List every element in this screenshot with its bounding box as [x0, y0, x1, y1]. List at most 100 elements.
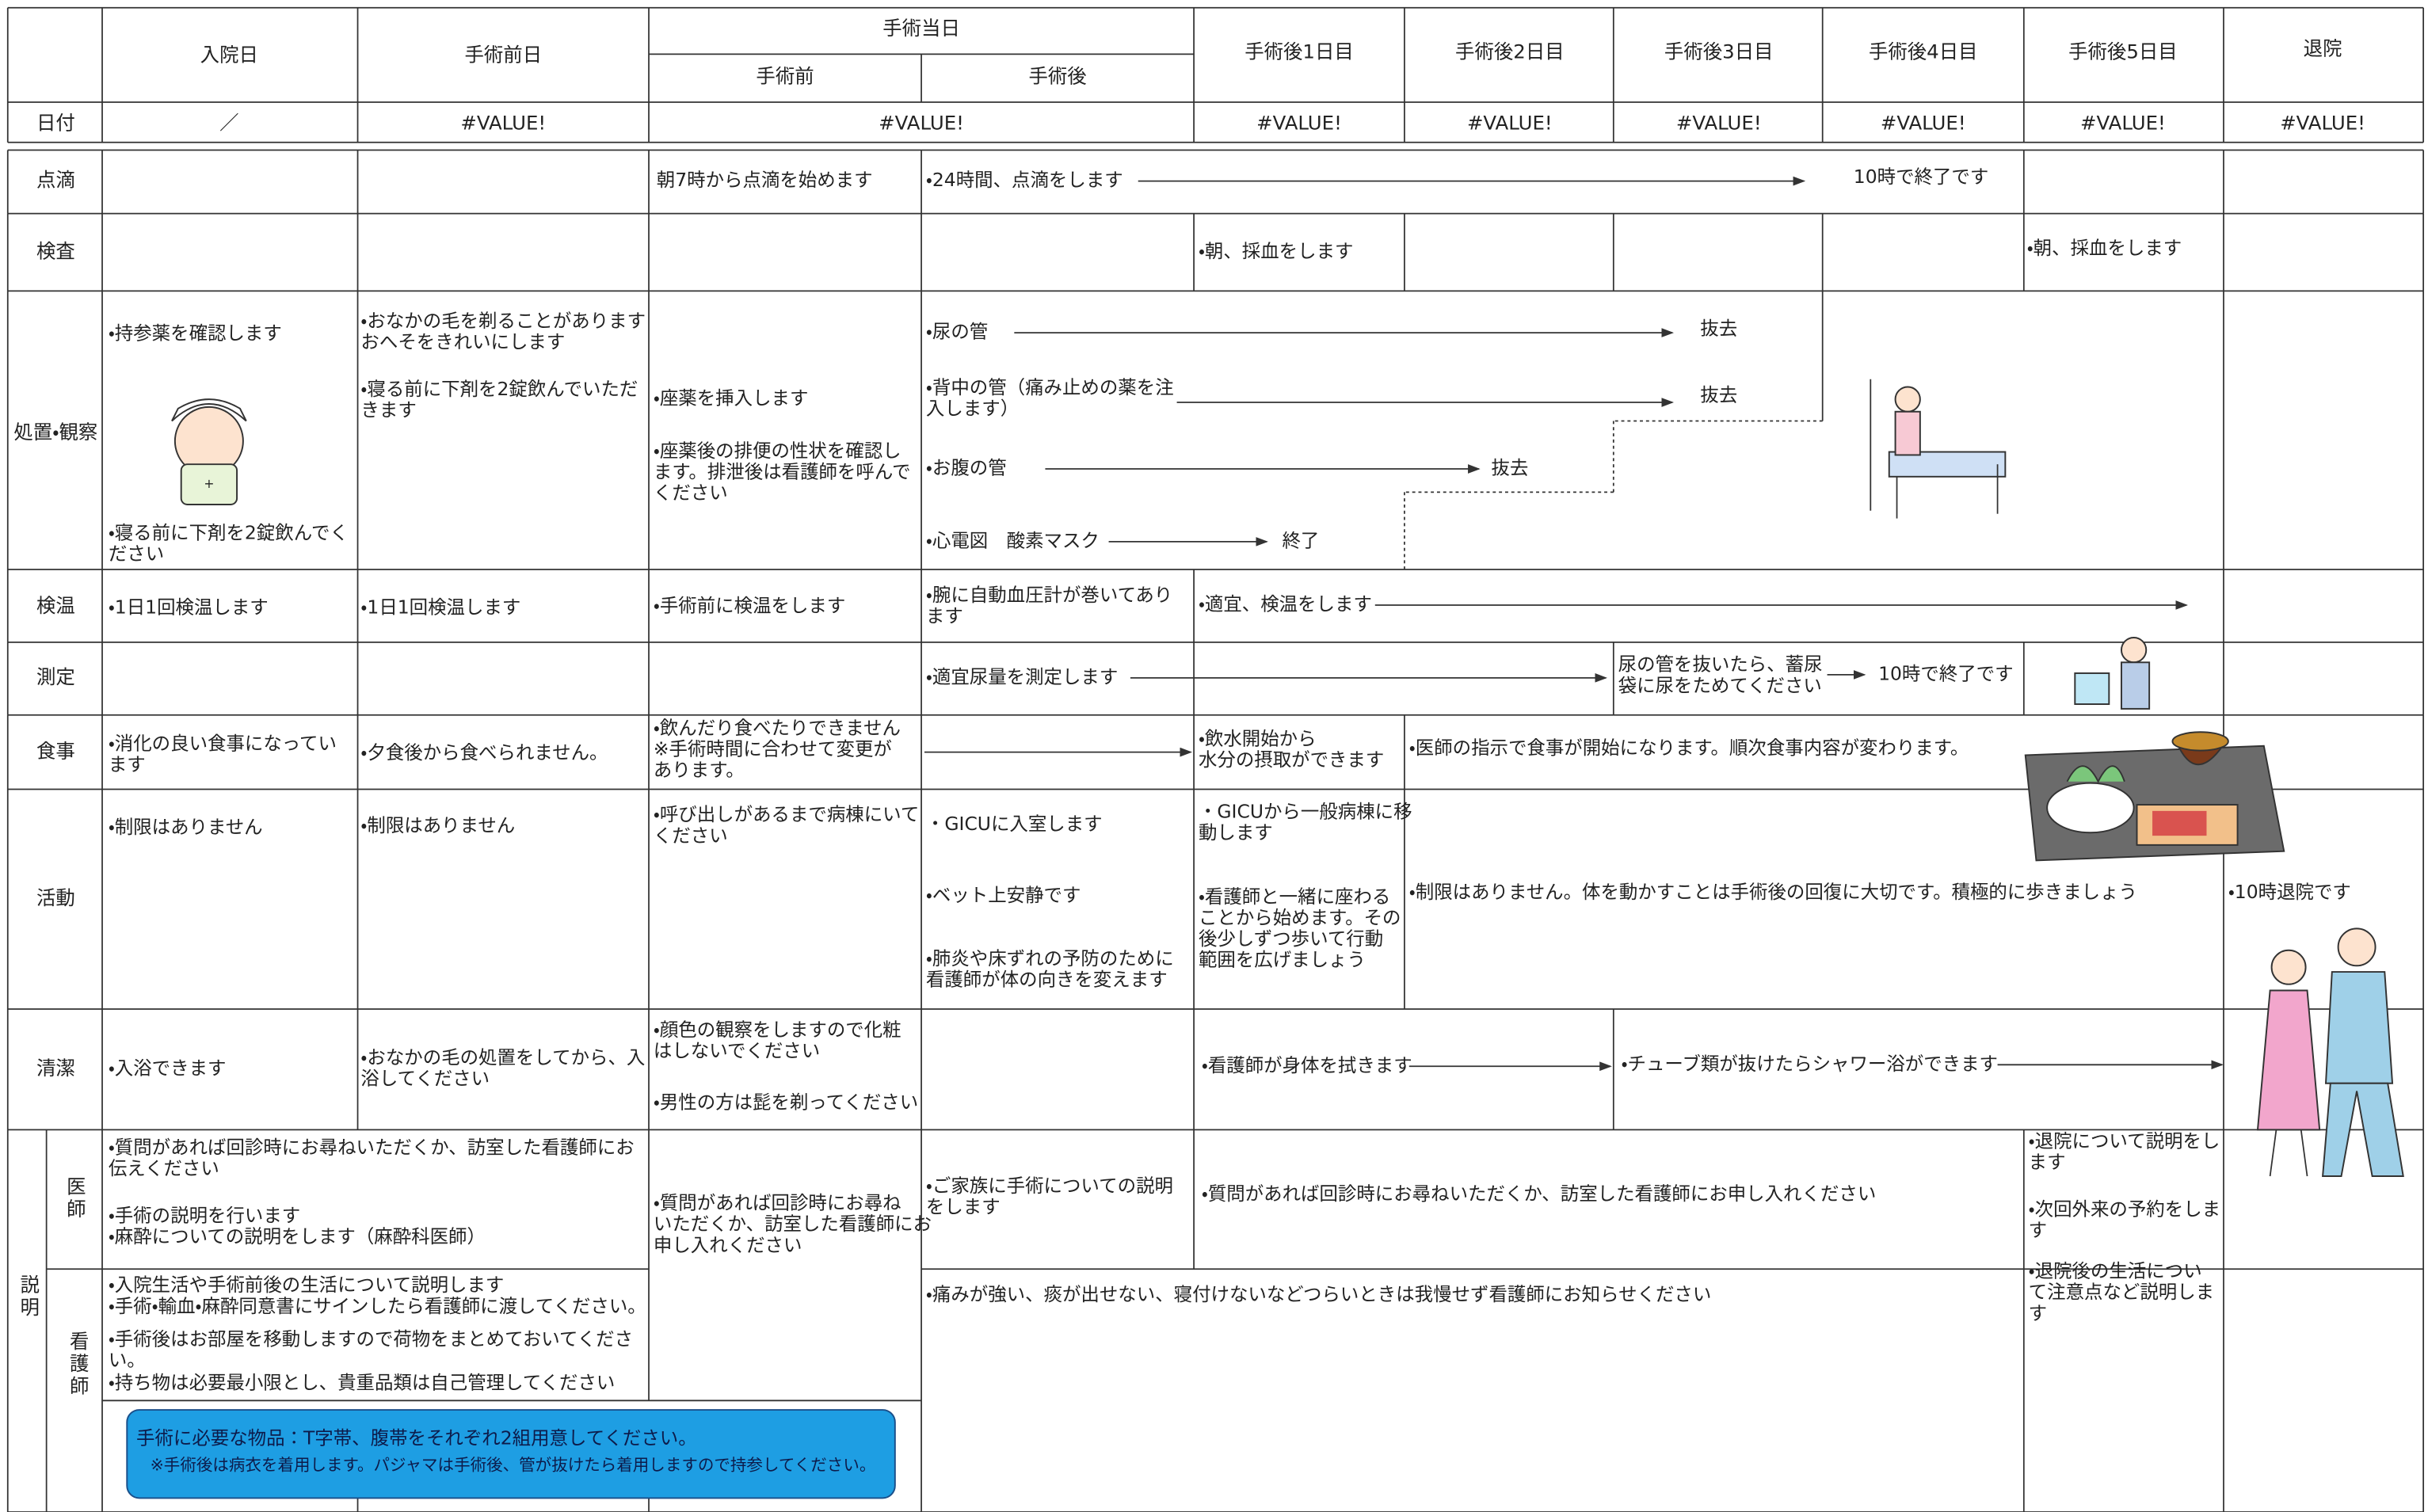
column-header: 手術当日	[882, 17, 960, 40]
cell-text: ・24時間、点滴をします	[926, 169, 1123, 191]
date-value: ／	[219, 111, 238, 134]
row-label: 説明	[17, 1274, 40, 1320]
cell-text: ・質問があれば回診時にお尋ねいただくか、訪室した看護師にお	[109, 1136, 635, 1158]
cell-text: ・飲んだり食べたりできません	[654, 717, 901, 739]
row-label: 活動	[36, 886, 75, 909]
cell-text: ・10時退院です	[2228, 881, 2351, 903]
cell-text: ます	[109, 753, 146, 775]
supplies-note: ※手術後は病衣を着用します。パジャマは手術後、管が抜けたら着用しますので持参して…	[151, 1455, 876, 1474]
cell-text: ・1日1回検温します	[109, 596, 269, 618]
row-sublabel: 看護師	[67, 1331, 90, 1398]
row-label: 日付	[36, 111, 75, 134]
cell-text: ・麻酔についての説明をします（麻酔科医師）	[109, 1225, 486, 1247]
cell-text: ・手術・輸血・麻酔同意書にサインしたら看護師に渡してください。	[109, 1295, 646, 1317]
cell-text: ます	[2029, 1151, 2066, 1173]
discharge-illustration	[2256, 927, 2404, 1177]
cell-text: ・朝、採血をします	[2027, 237, 2182, 259]
cell-text: はしないでください	[654, 1039, 820, 1061]
cell-text: 浴してください	[360, 1068, 490, 1090]
cell-text: ことから始めます。その	[1199, 906, 1401, 928]
cell-text: 抜去	[1491, 457, 1528, 479]
date-value: #VALUE!	[2280, 111, 2365, 134]
row-sublabel: 医師	[64, 1176, 87, 1221]
column-header: 手術前	[756, 65, 814, 88]
cell-text: 範囲を広げましょう	[1199, 949, 1366, 971]
cell-text: ください	[654, 482, 728, 504]
row-label: 食事	[36, 740, 75, 763]
cell-text: 申し入れください	[654, 1234, 802, 1256]
cell-text: ・夕食後から食べられません。	[360, 741, 608, 764]
column-header: 手術後1日目	[1244, 40, 1354, 63]
cell-text: きます	[360, 398, 416, 421]
row-label: 処置・観察	[13, 421, 97, 444]
date-value: #VALUE!	[879, 111, 964, 134]
cell-text: ・消化の良い食事になってい	[109, 732, 337, 754]
cell-text: ・制限はありません。体を動かすことは手術後の回復に大切です。積極的に歩きましょう	[1409, 881, 2137, 903]
cell-text: て注意点など説明しま	[2029, 1281, 2214, 1303]
cell-text: ・適宜、検温をします	[1199, 592, 1372, 615]
cell-text: ・呼び出しがあるまで病棟にいて	[654, 803, 919, 825]
row-label: 検温	[36, 594, 75, 617]
cell-text: ・座薬を挿入します	[654, 387, 809, 409]
column-header: 入院日	[200, 43, 258, 66]
date-value: #VALUE!	[1676, 111, 1762, 134]
cell-text: ・持参薬を確認します	[109, 322, 282, 345]
cell-text: ・看護師が身体を拭きます	[1202, 1054, 1412, 1076]
cell-text: ・手術前に検温をします	[654, 594, 845, 616]
cell-text: ・座薬後の排便の性状を確認し	[654, 440, 901, 462]
cell-text: ・1日1回検温します	[360, 596, 520, 618]
cell-text: ・おなかの毛を剃ることがあります	[360, 310, 646, 332]
cell-text: ※手術時間に合わせて変更が	[654, 737, 892, 760]
cell-text: あります。	[654, 759, 745, 781]
cell-text: をします	[926, 1196, 1001, 1218]
cell-text: ・入院生活や手術前後の生活について説明します	[109, 1274, 505, 1296]
column-header: 手術後3日目	[1664, 40, 1774, 63]
date-value: #VALUE!	[1881, 111, 1966, 134]
cell-text: 10時で終了です	[1854, 166, 1988, 188]
cell-text: ださい	[109, 543, 164, 565]
cell-text: ・持ち物は必要最小限とし、貴重品類は自己管理してください	[109, 1371, 616, 1393]
cell-text: ・手術の説明を行います	[109, 1204, 300, 1226]
cell-text: ・医師の指示で食事が開始になります。順次食事内容が変わります。	[1409, 737, 1969, 759]
cell-text: 水分の摂取ができます	[1199, 748, 1384, 771]
cell-text: ・男性の方は髭を剃ってください	[654, 1091, 918, 1114]
date-value: #VALUE!	[2080, 111, 2166, 134]
cell-text: ・GICUに入室します	[926, 813, 1103, 835]
cell-text: ・次回外来の予約をしま	[2029, 1198, 2220, 1220]
cell-text: ・制限はありません	[360, 814, 515, 836]
bed-illustration	[1870, 379, 2007, 519]
cell-text: ・尿の管	[926, 321, 988, 343]
cell-text: ・手術後はお部屋を移動しますので荷物をまとめておいてくださ	[109, 1328, 633, 1350]
cell-text: 動します	[1199, 821, 1273, 844]
cell-text: ・退院について説明をし	[2029, 1130, 2220, 1152]
cell-text: 尿の管を抜いたら、蓄尿	[1618, 653, 1823, 676]
cell-text: ・質問があれば回診時にお尋ねいただくか、訪室した看護師にお申し入れください	[1202, 1183, 1876, 1205]
cell-text: 袋に尿をためてください	[1618, 674, 1822, 696]
cell-text: ・寝る前に下剤を2錠飲んでく	[109, 522, 349, 544]
nurse-illustration: +	[171, 398, 247, 505]
row-label: 測定	[36, 665, 75, 688]
cell-text: ・飲水開始から	[1199, 727, 1317, 749]
cell-text: ・お腹の管	[926, 457, 1007, 479]
row-label: 点滴	[36, 169, 75, 192]
cell-text: す	[2029, 1302, 2047, 1324]
cell-text: 終了	[1283, 529, 1320, 551]
medicine-icon: +	[204, 476, 214, 491]
row-label: 検査	[36, 239, 75, 262]
date-value: #VALUE!	[1467, 111, 1553, 134]
cell-text: 抜去	[1700, 384, 1737, 406]
date-value: #VALUE!	[1256, 111, 1342, 134]
cell-text: す	[2029, 1219, 2047, 1241]
cell-text: ください	[654, 825, 728, 847]
row-label: 清潔	[36, 1057, 75, 1080]
cell-text: ・背中の管（痛み止めの薬を注	[926, 376, 1174, 398]
cell-text: ・おなかの毛の処置をしてから、入	[360, 1046, 645, 1068]
cell-text: ・チューブ類が抜けたらシャワー浴ができます	[1622, 1053, 1998, 1075]
supplies-note: 手術に必要な物品：T字帯、腹帯をそれぞれ2組用意してください。	[136, 1427, 697, 1449]
cell-text: 10時で終了です	[1878, 662, 2013, 684]
column-header: 手術前日	[464, 43, 542, 66]
cell-text: ・肺炎や床ずれの予防のために	[926, 947, 1174, 969]
cell-text: 後少しずつ歩いて行動	[1199, 927, 1383, 950]
cell-text: ・制限はありません	[109, 816, 263, 838]
